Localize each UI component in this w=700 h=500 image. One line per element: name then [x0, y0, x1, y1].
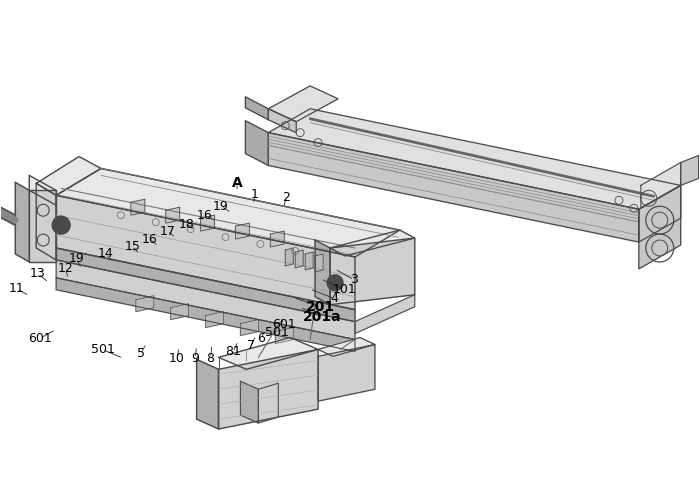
Polygon shape	[36, 184, 56, 260]
Polygon shape	[136, 296, 154, 312]
Polygon shape	[639, 186, 680, 269]
Polygon shape	[240, 320, 258, 336]
Polygon shape	[56, 248, 355, 322]
Polygon shape	[131, 200, 145, 215]
Polygon shape	[330, 230, 414, 256]
Polygon shape	[275, 328, 293, 344]
Polygon shape	[206, 312, 223, 328]
Polygon shape	[201, 215, 214, 231]
Polygon shape	[246, 120, 268, 166]
Text: 14: 14	[98, 248, 114, 260]
Text: 8: 8	[206, 352, 215, 365]
Polygon shape	[56, 278, 355, 351]
Polygon shape	[315, 240, 330, 304]
Polygon shape	[240, 382, 258, 423]
Text: A: A	[232, 176, 242, 190]
Text: 11: 11	[9, 282, 25, 296]
Text: 7: 7	[247, 339, 255, 352]
Polygon shape	[15, 182, 29, 262]
Polygon shape	[218, 338, 318, 370]
Text: 12: 12	[57, 262, 74, 276]
Polygon shape	[270, 231, 284, 247]
Polygon shape	[640, 162, 680, 208]
Polygon shape	[639, 186, 680, 242]
Text: 16: 16	[142, 232, 158, 245]
Text: 601: 601	[28, 332, 52, 345]
Polygon shape	[268, 132, 639, 242]
Circle shape	[327, 275, 343, 291]
Text: 4: 4	[330, 292, 339, 305]
Polygon shape	[56, 168, 400, 257]
Text: 5: 5	[136, 347, 145, 360]
Polygon shape	[268, 86, 338, 122]
Text: 6: 6	[258, 332, 265, 345]
Text: 18: 18	[178, 218, 194, 230]
Text: 601: 601	[272, 318, 295, 331]
Polygon shape	[56, 196, 355, 310]
Polygon shape	[246, 97, 268, 120]
Text: 9: 9	[191, 352, 200, 365]
Polygon shape	[330, 238, 414, 304]
Polygon shape	[197, 360, 218, 429]
Text: 16: 16	[197, 208, 213, 222]
Text: 501: 501	[265, 326, 288, 338]
Polygon shape	[295, 250, 303, 268]
Text: 81: 81	[225, 346, 241, 358]
Polygon shape	[680, 156, 699, 186]
Text: 2: 2	[282, 192, 290, 204]
Text: 13: 13	[30, 268, 46, 280]
Polygon shape	[318, 344, 375, 401]
Polygon shape	[268, 109, 680, 209]
Text: 501: 501	[90, 343, 114, 356]
Text: 201a: 201a	[303, 310, 342, 324]
Polygon shape	[355, 294, 414, 334]
Polygon shape	[315, 254, 323, 272]
Text: 19: 19	[69, 252, 85, 266]
Text: 15: 15	[125, 240, 141, 252]
Text: 10: 10	[169, 352, 185, 365]
Polygon shape	[29, 190, 56, 262]
Polygon shape	[56, 260, 355, 340]
Text: 3: 3	[350, 274, 358, 286]
Polygon shape	[171, 304, 188, 320]
Polygon shape	[318, 338, 375, 356]
Polygon shape	[268, 109, 296, 132]
Text: 17: 17	[160, 224, 175, 237]
Circle shape	[52, 216, 70, 234]
Text: 201: 201	[306, 300, 335, 314]
Polygon shape	[258, 384, 279, 423]
Polygon shape	[286, 248, 293, 266]
Polygon shape	[305, 252, 313, 270]
Polygon shape	[166, 207, 180, 223]
Polygon shape	[29, 176, 56, 205]
Text: 101: 101	[332, 284, 356, 296]
Polygon shape	[36, 156, 101, 196]
Polygon shape	[235, 223, 249, 239]
Text: 19: 19	[213, 200, 229, 212]
Text: 1: 1	[251, 188, 258, 201]
Polygon shape	[218, 350, 318, 429]
